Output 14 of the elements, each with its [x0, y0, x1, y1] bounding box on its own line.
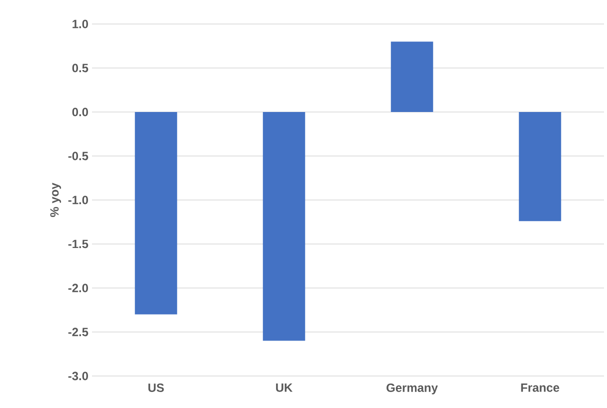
- y-tick-label: 0.5: [72, 64, 88, 72]
- x-tick-label: US: [148, 384, 164, 392]
- x-tick-label: France: [521, 384, 560, 392]
- y-tick-label: -0.5: [68, 152, 88, 160]
- y-tick-label: 0.0: [72, 108, 88, 116]
- y-tick-label: -2.0: [68, 284, 88, 292]
- x-tick-label: UK: [276, 384, 293, 392]
- y-tick-label: -2.5: [68, 328, 88, 336]
- y-tick-label: 1.0: [72, 20, 88, 28]
- y-tick-label: -1.5: [68, 240, 88, 248]
- y-axis-title: % yoy: [50, 182, 62, 217]
- x-tick-label: Germany: [386, 384, 438, 394]
- y-tick-label: -3.0: [68, 372, 88, 380]
- y-tick-label: -1.0: [68, 196, 88, 204]
